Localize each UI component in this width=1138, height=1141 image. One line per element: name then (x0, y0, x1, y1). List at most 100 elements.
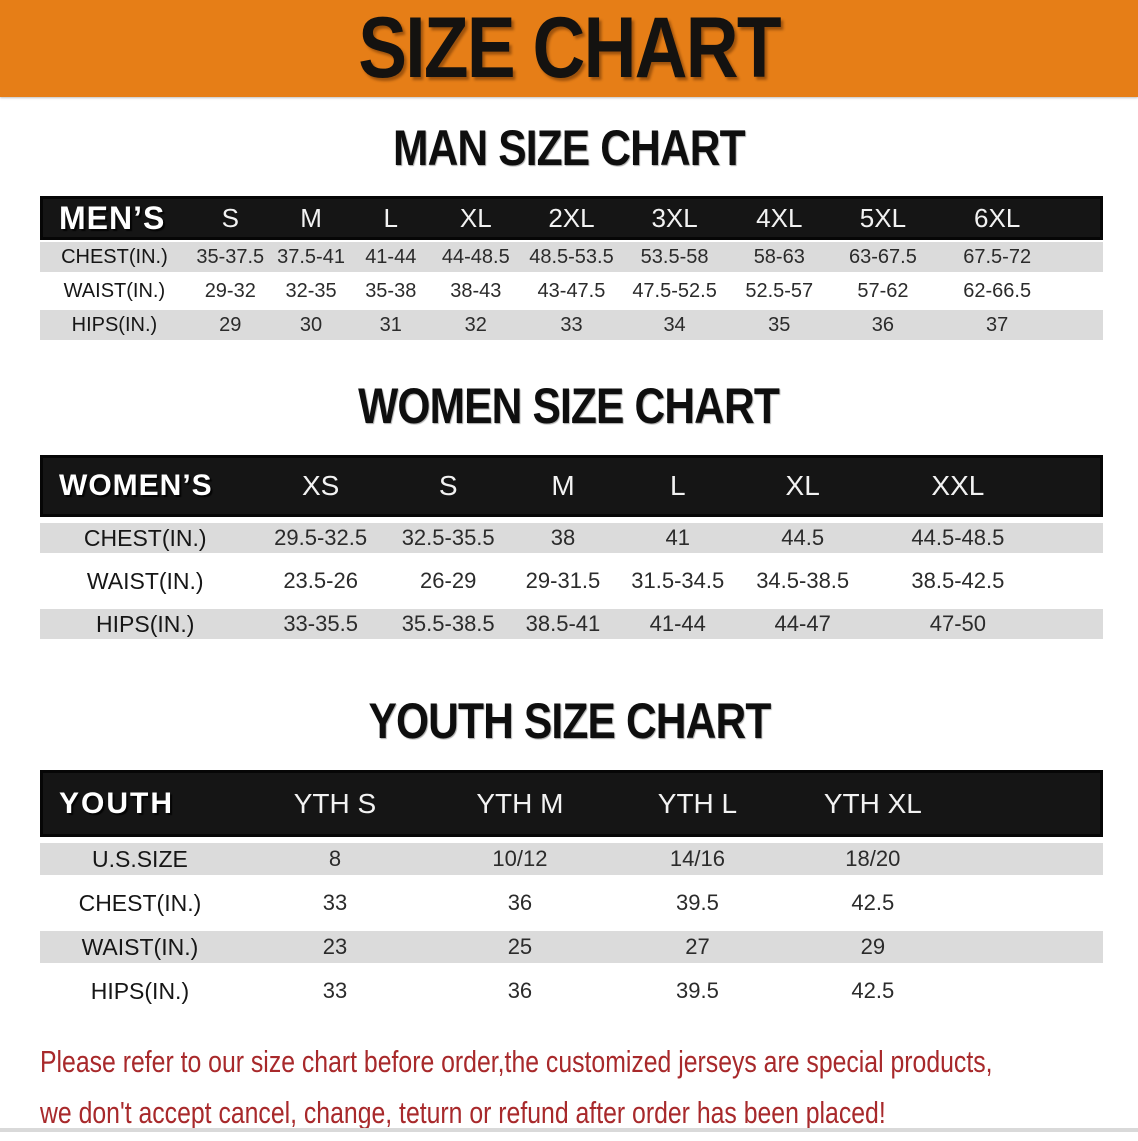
table-cell: 44-48.5 (431, 240, 521, 274)
table-cell: 29.5-32.5 (250, 517, 391, 560)
table-cell: 8 (239, 837, 431, 881)
row-label: HIPS(IN.) (40, 603, 251, 646)
table-cell: 36 (430, 969, 610, 1013)
column-header: XXL (870, 455, 1046, 517)
column-header: 4XL (726, 196, 832, 240)
table-group-label: WOMEN’S (40, 455, 251, 517)
youth-size-table-grid: YOUTH YTH S YTH M YTH L YTH XL U.S.SIZE 8 10/12… (40, 770, 1103, 1013)
table-cell: 41-44 (350, 240, 432, 274)
table-cell: 34 (622, 308, 727, 342)
men-section-title-text: MAN SIZE CHART (393, 120, 746, 176)
column-header: 2XL (520, 196, 623, 240)
women-size-table: WOMEN’S XS S M L XL XXL CHEST(IN.) 29.5-32.5 32.5… (40, 455, 1103, 646)
men-size-table: MEN’S S M L XL 2XL 3XL 4XL 5XL 6XL CHEST(IN.) 35-37… (40, 196, 1103, 342)
bottom-edge-line (0, 1128, 1138, 1132)
table-cell: 14/16 (609, 837, 786, 881)
note-line-1-text: Please refer to our size chart before or… (40, 1044, 993, 1079)
table-header-row: YOUTH YTH S YTH M YTH L YTH XL (40, 770, 1103, 837)
women-size-table-grid: WOMEN’S XS S M L XL XXL CHEST(IN.) 29.5-32.5 32.5… (40, 455, 1103, 646)
table-cell: 27 (609, 925, 786, 969)
table-cell: 44.5-48.5 (870, 517, 1046, 560)
table-cell: 41 (620, 517, 736, 560)
table-row: WAIST(IN.) 23.5-26 26-29 29-31.5 31.5-34.5 34… (40, 560, 1103, 603)
cell-spacer (1060, 240, 1103, 274)
youth-section-title: YOUTH SIZE CHART (0, 695, 1138, 747)
column-header: M (505, 455, 621, 517)
cell-spacer (960, 881, 1103, 925)
table-row: HIPS(IN.) 29 30 31 32 33 34 35 36 37 (40, 308, 1103, 342)
table-cell: 30 (271, 308, 351, 342)
table-cell: 37 (933, 308, 1061, 342)
table-cell: 25 (430, 925, 610, 969)
note-line-2-text: we don't accept cancel, change, teturn o… (40, 1095, 886, 1130)
column-header: L (350, 196, 432, 240)
column-header: 3XL (622, 196, 727, 240)
table-header-row: MEN’S S M L XL 2XL 3XL 4XL 5XL 6XL (40, 196, 1103, 240)
table-cell: 43-47.5 (520, 274, 623, 308)
table-row: CHEST(IN.) 29.5-32.5 32.5-35.5 38 41 44.5 44.5… (40, 517, 1103, 560)
table-cell: 57-62 (831, 274, 934, 308)
table-cell: 29-31.5 (505, 560, 621, 603)
women-section-title: WOMEN SIZE CHART (0, 380, 1138, 432)
table-cell: 48.5-53.5 (520, 240, 623, 274)
table-cell: 29 (785, 925, 961, 969)
table-cell: 38.5-42.5 (870, 560, 1046, 603)
table-cell: 36 (430, 881, 610, 925)
table-cell: 35-37.5 (188, 240, 272, 274)
table-row: HIPS(IN.) 33 36 39.5 42.5 (40, 969, 1103, 1013)
table-cell: 38 (505, 517, 621, 560)
row-label: U.S.SIZE (40, 837, 240, 881)
column-header: YTH XL (785, 770, 961, 837)
women-section-title-text: WOMEN SIZE CHART (358, 378, 781, 434)
table-cell: 18/20 (785, 837, 961, 881)
table-group-label: YOUTH (40, 770, 240, 837)
table-cell: 29-32 (188, 274, 272, 308)
header-spacer (960, 770, 1103, 837)
column-header: XL (431, 196, 521, 240)
table-cell: 38.5-41 (505, 603, 621, 646)
table-cell: 32 (431, 308, 521, 342)
column-header: 6XL (933, 196, 1061, 240)
table-cell: 33-35.5 (250, 603, 391, 646)
banner-title: SIZE CHART (358, 0, 781, 96)
youth-section-title-text: YOUTH SIZE CHART (368, 693, 771, 749)
header-spacer (1060, 196, 1103, 240)
row-label: WAIST(IN.) (40, 560, 251, 603)
table-cell: 26-29 (390, 560, 506, 603)
row-label: CHEST(IN.) (40, 881, 240, 925)
cell-spacer (960, 969, 1103, 1013)
table-cell: 35 (726, 308, 832, 342)
table-cell: 39.5 (609, 881, 786, 925)
table-cell: 33 (239, 881, 431, 925)
table-group-label: MEN’S (40, 196, 189, 240)
cell-spacer (1045, 517, 1103, 560)
table-cell: 23 (239, 925, 431, 969)
table-cell: 47.5-52.5 (622, 274, 727, 308)
table-cell: 44.5 (735, 517, 871, 560)
row-label: WAIST(IN.) (40, 274, 189, 308)
cell-spacer (960, 925, 1103, 969)
disclaimer-note: Please refer to our size chart before or… (40, 1039, 1138, 1141)
cell-spacer (1060, 308, 1103, 342)
table-cell: 38-43 (431, 274, 521, 308)
table-cell: 44-47 (735, 603, 871, 646)
table-cell: 39.5 (609, 969, 786, 1013)
row-label: CHEST(IN.) (40, 240, 189, 274)
table-row: CHEST(IN.) 33 36 39.5 42.5 (40, 881, 1103, 925)
table-row: WAIST(IN.) 23 25 27 29 (40, 925, 1103, 969)
youth-section: YOUTH SIZE CHART YOUTH YTH S YTH M YTH L YTH… (0, 695, 1138, 1013)
column-header: XS (250, 455, 391, 517)
table-row: HIPS(IN.) 33-35.5 35.5-38.5 38.5-41 41-44 44-… (40, 603, 1103, 646)
cell-spacer (1045, 603, 1103, 646)
column-header: S (390, 455, 506, 517)
table-cell: 63-67.5 (831, 240, 934, 274)
table-header-row: WOMEN’S XS S M L XL XXL (40, 455, 1103, 517)
note-line-1: Please refer to our size chart before or… (40, 1039, 1138, 1090)
table-cell: 33 (239, 969, 431, 1013)
table-cell: 31 (350, 308, 432, 342)
table-cell: 42.5 (785, 881, 961, 925)
column-header: YTH M (430, 770, 610, 837)
column-header: M (271, 196, 351, 240)
header-spacer (1045, 455, 1103, 517)
table-row: U.S.SIZE 8 10/12 14/16 18/20 (40, 837, 1103, 881)
